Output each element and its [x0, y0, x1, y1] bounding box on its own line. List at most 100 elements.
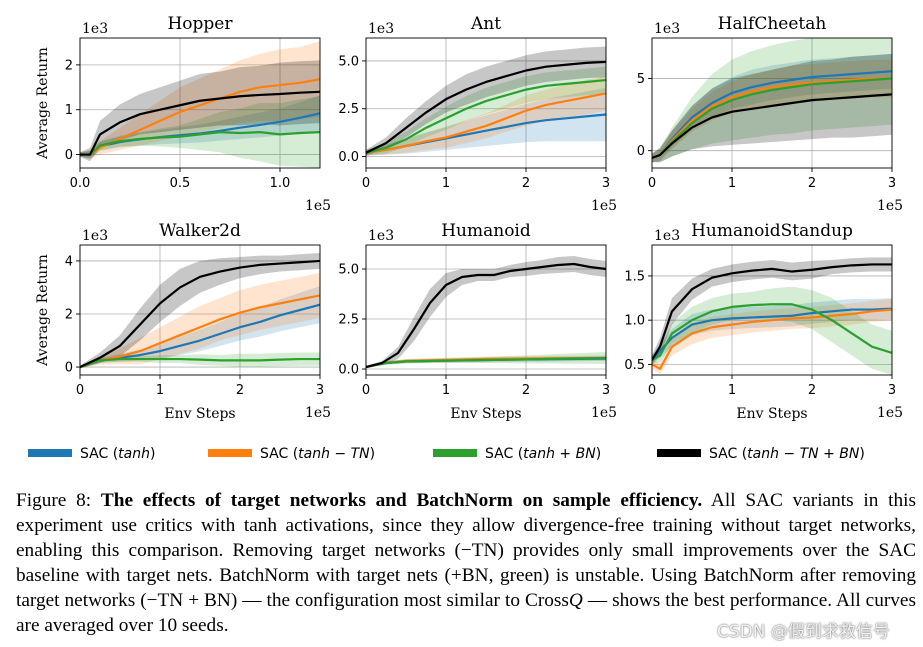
- chart-title: Walker2d: [159, 221, 241, 241]
- ytick-label: 1.0: [624, 314, 645, 329]
- xtick-label: 3: [602, 176, 610, 191]
- xtick-label: 3: [888, 383, 896, 398]
- chart-halfcheetah: 0 1 2 3 0 5 HalfCheetah 1e3 1e5: [637, 14, 903, 214]
- plot-area: [366, 256, 606, 369]
- line-sac-tanh-bn-: [366, 356, 606, 369]
- plot-area: [652, 38, 892, 163]
- line-sac-tanh-bn-: [366, 78, 606, 154]
- plot-area: [80, 41, 320, 168]
- line-sac-tanh-tn-bn-: [366, 262, 606, 369]
- line-sac-tanh-tn-: [652, 308, 892, 370]
- ytick-label: 0.5: [624, 358, 645, 373]
- ytick-label: 2: [65, 58, 73, 73]
- line-sac-tanh-tn-: [366, 92, 606, 154]
- axes-frame: [365, 37, 607, 169]
- band-sac-tanh-tn-bn-: [366, 46, 606, 156]
- ytick-label: 2.5: [338, 102, 359, 117]
- chart-title: Hopper: [167, 14, 233, 34]
- x-scale-label: 1e5: [305, 405, 331, 421]
- xtick-label: 2: [522, 176, 530, 191]
- ytick-label: 1.5: [624, 269, 645, 284]
- xtick-label: 0: [648, 176, 656, 191]
- axes-frame: [651, 244, 893, 376]
- y-scale-label: 1e3: [82, 21, 108, 37]
- line-sac-tanh-tn-: [80, 78, 320, 156]
- plot-area: [652, 257, 892, 375]
- xtick-label: 0.5: [170, 176, 191, 191]
- legend-item: SAC (tanh + BN): [433, 446, 601, 462]
- legend-item: SAC (tanh): [28, 446, 155, 462]
- band-sac-tanh-tn-: [652, 298, 892, 375]
- legend-label: SAC (tanh − TN): [260, 446, 375, 462]
- y-axis-label: Average Return: [35, 254, 51, 367]
- legend-swatch: [28, 449, 72, 457]
- legend-label: SAC (tanh + BN): [485, 446, 601, 462]
- x-scale-label: 1e5: [305, 198, 331, 214]
- xtick-label: 2: [808, 383, 816, 398]
- y-scale-label: 1e3: [654, 228, 680, 244]
- xtick-label: 1: [442, 176, 450, 191]
- ytick-label: 0: [65, 361, 73, 376]
- line-sac-tanh-tn-bn-: [366, 60, 606, 154]
- line-sac-tanh-tn-: [80, 294, 320, 369]
- axes-frame: [79, 244, 321, 376]
- xtick-label: 3: [316, 383, 324, 398]
- band-sac-tanh-bn-: [652, 286, 892, 375]
- band-sac-tanh-tn-bn-: [652, 257, 892, 365]
- x-scale-label: 1e5: [877, 198, 903, 214]
- band-sac-tanh-tn-: [366, 76, 606, 156]
- line-sac-tanh-tn-bn-: [652, 93, 892, 159]
- band-sac-tanh-tn-bn-: [80, 252, 320, 369]
- figure-panel: 0.0 0.5 1.0 0 1 2 Hopper 1e3 1e5 Average Return 0 1…: [28, 14, 903, 462]
- chart-hopper: 0.0 0.5 1.0 0 1 2 Hopper 1e3 1e5 Average Return: [35, 14, 331, 214]
- line-sac-tanh-bn-: [652, 303, 892, 361]
- line-sac-tanh-bn-: [80, 357, 320, 369]
- caption-title: The effects of target networks and Batch…: [100, 490, 703, 511]
- line-sac-tanh-: [80, 303, 320, 369]
- band-sac-tanh-tn-bn-: [366, 256, 606, 368]
- line-sac-tanh-: [652, 70, 892, 159]
- xtick-label: 3: [602, 383, 610, 398]
- xtick-label: 0: [362, 383, 370, 398]
- chart-ant: 0 1 2 3 0.0 2.5 5.0 Ant 1e3 1e5: [338, 14, 617, 214]
- chart-title: Ant: [470, 14, 501, 34]
- xtick-label: 0: [76, 383, 84, 398]
- x-axis-label: Env Steps: [450, 406, 521, 422]
- xtick-label: 0.0: [70, 176, 91, 191]
- ytick-label: 5.0: [338, 54, 359, 69]
- chart-title: Humanoid: [441, 221, 531, 241]
- xtick-label: 1: [728, 176, 736, 191]
- line-sac-tanh-tn-bn-: [652, 263, 892, 361]
- line-sac-tanh-tn-bn-: [80, 90, 320, 156]
- xtick-label: 2: [808, 176, 816, 191]
- line-sac-tanh-tn-: [652, 77, 892, 159]
- axes-frame: [79, 37, 321, 169]
- xtick-label: 1: [156, 383, 164, 398]
- legend-label: SAC (tanh − TN + BN): [709, 446, 865, 462]
- band-sac-tanh-bn-: [80, 96, 320, 168]
- ytick-label: 5: [637, 72, 645, 87]
- line-sac-tanh-bn-: [80, 131, 320, 156]
- band-sac-tanh-tn-: [80, 272, 320, 369]
- x-axis-label: Env Steps: [736, 406, 807, 422]
- figure-label: Figure 8:: [16, 490, 92, 511]
- line-sac-tanh-: [652, 307, 892, 361]
- y-scale-label: 1e3: [368, 228, 394, 244]
- xtick-label: 2: [236, 383, 244, 398]
- x-scale-label: 1e5: [591, 405, 617, 421]
- y-scale-label: 1e3: [82, 228, 108, 244]
- chart-humanoidstandup: 0 1 2 3 0.5 1.0 1.5 HumanoidStandup 1e3 1e5 Env St…: [624, 221, 903, 422]
- band-sac-tanh-: [652, 298, 892, 365]
- xtick-label: 1: [728, 383, 736, 398]
- legend-swatch: [657, 449, 701, 457]
- band-sac-tanh-: [80, 95, 320, 159]
- xtick-label: 1: [442, 383, 450, 398]
- chart-title: HalfCheetah: [718, 14, 827, 34]
- watermark: CSDN @假到求救信号: [717, 622, 890, 642]
- axes-frame: [365, 244, 607, 376]
- legend: SAC (tanh) SAC (tanh − TN) SAC (tanh + BN)…: [28, 446, 865, 462]
- xtick-label: 0: [648, 383, 656, 398]
- x-axis-label: Env Steps: [164, 406, 235, 422]
- legend-item: SAC (tanh − TN + BN): [657, 446, 865, 462]
- legend-label: SAC (tanh): [80, 446, 155, 462]
